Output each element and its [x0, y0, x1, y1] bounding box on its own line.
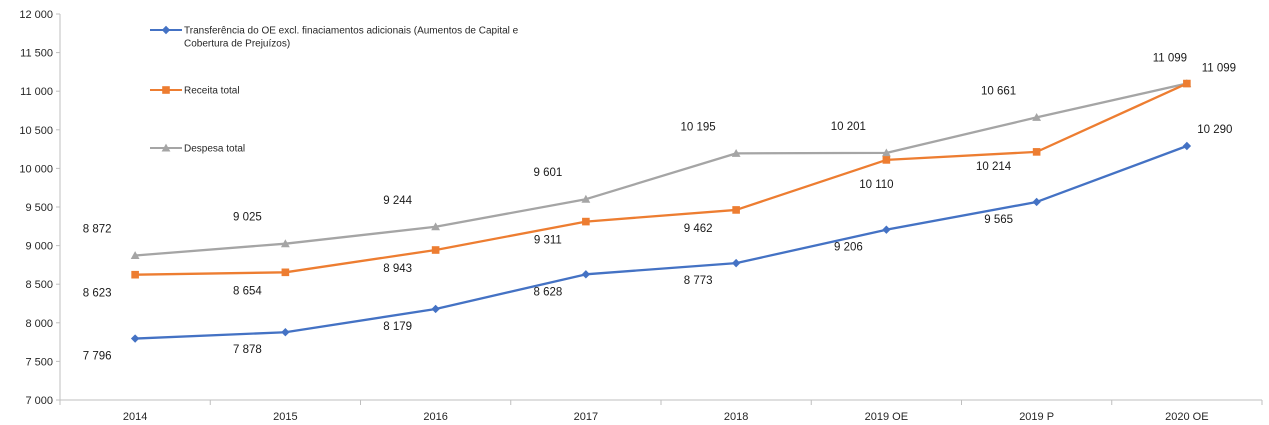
y-tick-label: 7 500	[25, 356, 53, 368]
point-marker	[131, 270, 139, 279]
point-marker	[281, 328, 290, 337]
data-label: 8 773	[684, 275, 713, 287]
point-marker	[161, 25, 171, 35]
point-marker	[130, 251, 140, 260]
data-label: 9 601	[533, 167, 562, 179]
point-marker	[1032, 197, 1041, 207]
y-tick-label: 7 000	[25, 395, 53, 407]
point-marker	[280, 239, 290, 248]
legend-label: Transferência do OE excl. finaciamentos …	[184, 26, 519, 37]
x-tick-label: 2014	[123, 411, 147, 423]
point-marker	[161, 143, 171, 152]
y-tick-label: 8 500	[25, 279, 53, 291]
data-label: 8 872	[83, 223, 112, 235]
y-tick-label: 11 500	[20, 48, 53, 60]
x-tick-label: 2017	[574, 411, 598, 423]
data-label: 8 654	[233, 285, 262, 297]
point-marker	[431, 304, 440, 314]
data-label: 8 623	[83, 288, 112, 300]
point-marker	[581, 194, 591, 203]
data-label: 8 179	[383, 321, 412, 333]
y-tick-label: 9 000	[25, 241, 53, 253]
point-marker	[881, 148, 891, 157]
y-tick-label: 12 000	[19, 9, 53, 21]
data-label: 9 462	[684, 223, 713, 235]
y-tick-label: 8 000	[25, 318, 53, 330]
data-label: 9 244	[383, 195, 412, 207]
point-marker	[731, 258, 741, 268]
x-tick-label: 2020 OE	[1165, 411, 1208, 423]
y-tick-label: 11 000	[20, 86, 53, 98]
point-marker	[731, 148, 741, 157]
point-marker	[882, 225, 891, 234]
data-label: 10 290	[1197, 124, 1232, 136]
series-line	[135, 82, 1188, 257]
point-marker	[431, 246, 440, 254]
x-tick-label: 2018	[724, 411, 748, 423]
y-tick-label: 10 000	[19, 163, 53, 175]
point-marker	[281, 268, 290, 277]
legend-label: Despesa total	[184, 144, 245, 155]
x-tick-label: 2015	[273, 411, 297, 423]
x-tick-label: 2019 OE	[865, 411, 908, 423]
point-marker	[1182, 141, 1192, 151]
point-marker	[162, 86, 170, 94]
point-marker	[882, 156, 891, 164]
x-tick-label: 2019 P	[1019, 411, 1054, 423]
data-label: 9 206	[834, 242, 863, 254]
data-label: 9 565	[984, 214, 1013, 226]
point-marker	[1032, 112, 1042, 121]
point-marker	[431, 222, 441, 231]
point-marker	[1183, 79, 1191, 88]
data-label: 9 025	[233, 212, 262, 224]
legend-label: Cobertura de Prejuízos)	[184, 39, 290, 50]
point-marker	[581, 270, 591, 279]
data-label: 11 099	[1153, 53, 1187, 65]
series-line	[135, 144, 1188, 340]
data-label: 10 214	[976, 161, 1012, 173]
point-marker	[582, 217, 590, 226]
point-marker	[1032, 148, 1041, 156]
data-label: 10 195	[681, 121, 716, 133]
data-label: 10 110	[859, 179, 893, 191]
data-label: 7 878	[233, 344, 262, 356]
y-tick-label: 10 500	[19, 125, 53, 137]
data-label: 9 311	[534, 235, 562, 247]
y-tick-label: 9 500	[25, 202, 53, 214]
point-marker	[732, 206, 740, 214]
data-label: 8 628	[533, 286, 562, 298]
x-tick-label: 2016	[423, 411, 447, 423]
series-line	[135, 82, 1188, 276]
point-marker	[130, 334, 140, 343]
data-label: 11 099	[1202, 63, 1236, 75]
data-label: 8 943	[383, 263, 412, 275]
data-label: 10 201	[831, 121, 866, 133]
legend-label: Receita total	[184, 86, 240, 97]
data-label: 10 661	[981, 85, 1016, 97]
data-label: 7 796	[83, 351, 112, 363]
